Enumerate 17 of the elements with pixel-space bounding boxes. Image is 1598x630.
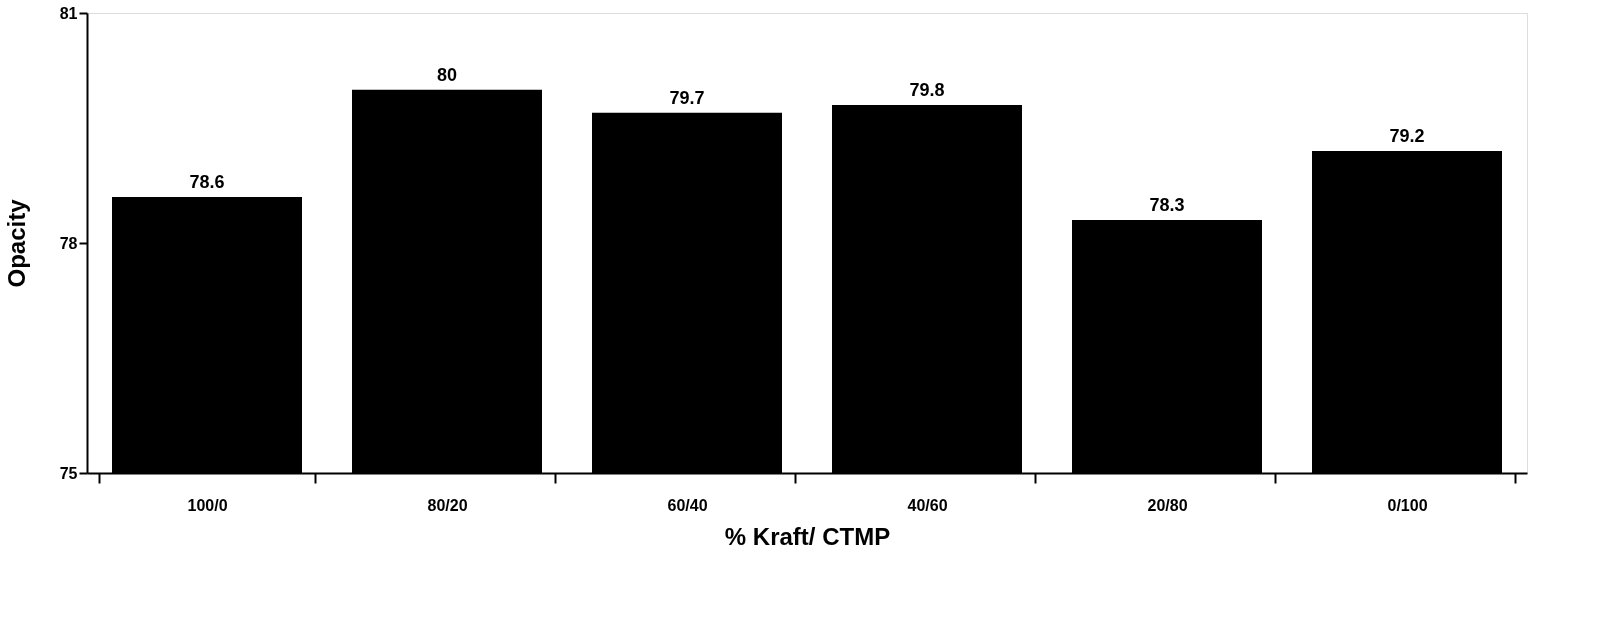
y-axis-title: Opacity: [2, 198, 30, 288]
data-label: 78.6: [189, 172, 225, 192]
data-label: 80: [436, 64, 458, 85]
data-label: 79.8: [909, 80, 945, 100]
x-tick-label: 100/0: [187, 496, 228, 514]
y-tick-label: 75: [59, 464, 78, 482]
x-tick-label: 40/60: [907, 496, 948, 514]
x-axis-title: % Kraft/ CTMP: [724, 522, 891, 550]
data-label: 78.3: [1149, 195, 1185, 215]
x-tick-label: 20/80: [1147, 496, 1188, 514]
data-label: 79.7: [669, 87, 705, 108]
data-label: 79.2: [1389, 126, 1425, 146]
x-tick-label: 0/100: [1387, 496, 1428, 514]
y-tick-label: 81: [59, 4, 78, 22]
y-tick-label: 78: [59, 234, 78, 252]
x-tick-label: 60/40: [667, 496, 708, 514]
x-tick-label: 80/20: [427, 496, 468, 514]
